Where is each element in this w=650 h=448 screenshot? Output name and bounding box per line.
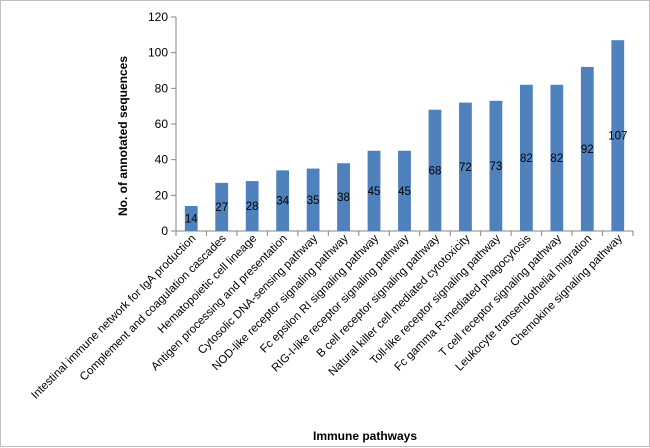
bar bbox=[519, 84, 533, 232]
bar bbox=[398, 150, 411, 231]
y-tick-label: 60 bbox=[155, 117, 169, 131]
bars bbox=[184, 40, 625, 232]
data-label: 68 bbox=[429, 165, 442, 177]
data-label: 14 bbox=[185, 214, 198, 226]
data-labels: 14 27 28 34 35 38 45 45 68 72 73 82 82 92 107 bbox=[185, 131, 628, 226]
bar bbox=[428, 109, 442, 231]
bar bbox=[367, 150, 381, 231]
y-tick-label: 20 bbox=[155, 188, 169, 202]
data-label: 45 bbox=[398, 186, 411, 198]
data-label: 107 bbox=[608, 131, 627, 143]
data-label: 72 bbox=[459, 162, 472, 174]
data-label: 27 bbox=[215, 202, 228, 214]
x-axis-title: Immune pathways bbox=[313, 429, 417, 443]
bar bbox=[276, 170, 290, 231]
data-label: 35 bbox=[307, 195, 320, 207]
data-label: 82 bbox=[520, 153, 533, 165]
y-tick-label: 100 bbox=[148, 46, 168, 60]
data-label: 45 bbox=[368, 186, 381, 198]
bar bbox=[580, 66, 594, 231]
x-category-label: Chemokine signaling pathway bbox=[508, 232, 625, 349]
bar bbox=[611, 40, 625, 231]
bar bbox=[245, 181, 259, 231]
bar bbox=[184, 206, 198, 231]
bar bbox=[215, 182, 229, 231]
data-label: 73 bbox=[490, 161, 503, 173]
data-label: 82 bbox=[550, 153, 563, 165]
data-label: 92 bbox=[581, 144, 594, 156]
bar bbox=[459, 102, 472, 231]
data-label: 34 bbox=[276, 196, 289, 208]
category-labels: Intestinal immune network for IgA produc… bbox=[29, 231, 634, 402]
data-label: 38 bbox=[337, 192, 350, 204]
data-label: 28 bbox=[246, 201, 259, 213]
bar bbox=[337, 163, 350, 231]
y-tick-label: 0 bbox=[161, 224, 168, 238]
bar bbox=[306, 168, 320, 231]
y-ticks: 0 20 40 60 80 100 120 bbox=[148, 10, 176, 238]
y-axis-title: No. of annotated sequences bbox=[116, 56, 130, 216]
bar bbox=[489, 100, 503, 231]
y-tick-label: 40 bbox=[155, 153, 169, 167]
bar bbox=[550, 84, 564, 232]
y-tick-label: 80 bbox=[155, 81, 169, 95]
y-tick-label: 120 bbox=[148, 10, 168, 24]
